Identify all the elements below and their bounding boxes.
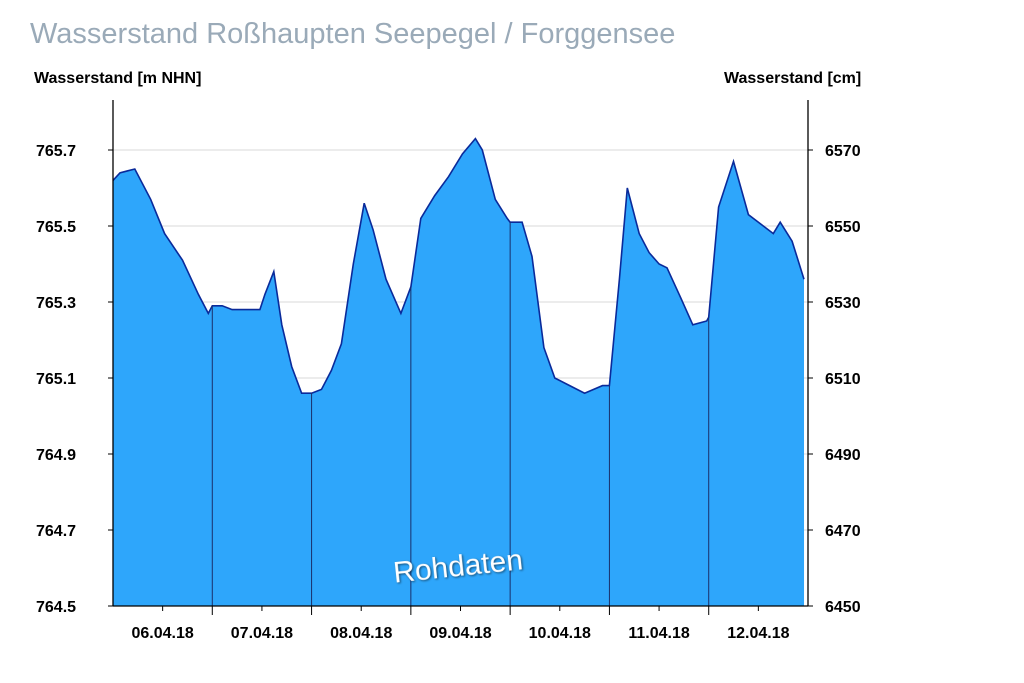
x-tick-label: 07.04.18 xyxy=(231,625,293,642)
y-tick-label-left: 764.5 xyxy=(36,599,76,616)
y-tick-label-right: 6570 xyxy=(825,143,861,160)
y-axis-right-label: Wasserstand [cm] xyxy=(724,70,862,87)
x-tick-label: 09.04.18 xyxy=(429,625,491,642)
y-tick-label-left: 765.5 xyxy=(36,219,76,236)
x-tick-label: 06.04.18 xyxy=(132,625,194,642)
x-tick-label: 10.04.18 xyxy=(529,625,591,642)
water-level-area xyxy=(113,138,805,606)
y-tick-label-left: 764.9 xyxy=(36,447,76,464)
y-tick-label-left: 765.1 xyxy=(36,371,76,388)
chart-title: Wasserstand Roßhaupten Seepegel / Forgge… xyxy=(30,18,676,50)
y-tick-label-right: 6470 xyxy=(825,523,861,540)
y-tick-label-left: 764.7 xyxy=(36,523,76,540)
y-tick-label-right: 6550 xyxy=(825,219,861,236)
water-level-line xyxy=(112,137,805,395)
y-axis-left-label: Wasserstand [m NHN] xyxy=(34,70,202,87)
y-tick-label-left: 765.3 xyxy=(36,295,76,312)
x-tick-label: 12.04.18 xyxy=(727,625,789,642)
y-tick-label-left: 765.7 xyxy=(36,143,76,160)
y-tick-label-right: 6450 xyxy=(825,599,861,616)
x-tick-label: 08.04.18 xyxy=(330,625,392,642)
y-tick-label-right: 6530 xyxy=(825,295,861,312)
y-tick-label-right: 6510 xyxy=(825,371,861,388)
x-tick-label: 11.04.18 xyxy=(628,625,690,642)
y-tick-label-right: 6490 xyxy=(825,447,861,464)
